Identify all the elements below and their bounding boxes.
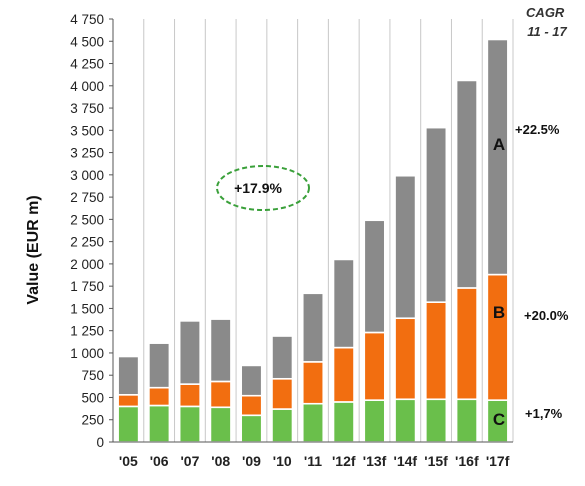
y-tick-label: 3 250: [70, 146, 104, 161]
bar-segment-a: [455, 79, 478, 289]
bar-segment-c: [178, 405, 201, 443]
x-tick-label: '16f: [455, 453, 479, 469]
bar-segment-a: [486, 38, 509, 276]
cagr-title: CAGR 11 - 17: [526, 5, 568, 39]
x-tick-label: '11: [304, 453, 322, 469]
y-tick-label: 1 750: [70, 279, 104, 294]
y-tick-label: 1 000: [70, 346, 104, 361]
bar-segment-b: [301, 361, 325, 405]
bar-segment-c: [425, 398, 448, 443]
bar-segment-c: [240, 414, 263, 443]
y-tick-label: 2 750: [70, 190, 104, 205]
bar-segment-c: [455, 398, 478, 443]
cagr-value-b: +20.0%: [524, 308, 569, 323]
y-tick-label: 0: [96, 435, 104, 450]
bar-segment-c: [148, 404, 171, 443]
segment-label-a: A: [493, 135, 505, 154]
y-tick-label: 4 250: [70, 57, 104, 72]
bar-segment-c: [363, 399, 386, 443]
x-axis-ticks: '05 '06 '07 '08 '09 '10 '11 '12f '13f '14f '15f '16…: [119, 453, 510, 469]
bar-segment-a: [117, 355, 140, 396]
callout-text: +17.9%: [234, 180, 282, 196]
cagr-title-line-2: 11 - 17: [527, 24, 567, 39]
bar-segment-c: [209, 406, 232, 443]
bar-segment-c: [394, 398, 417, 443]
x-tick-label: '17f: [486, 453, 510, 469]
bar-segment-a: [240, 364, 263, 397]
x-tick-label: '15f: [424, 453, 448, 469]
x-tick-label: '07: [180, 453, 199, 469]
y-tick-label: 3 750: [70, 101, 104, 116]
y-tick-label: 2 500: [70, 212, 104, 227]
bar-segment-b: [455, 287, 478, 401]
bar-segment-b: [240, 394, 263, 417]
x-tick-label: '13f: [363, 453, 387, 469]
bar-segment-a: [332, 258, 355, 349]
bar-segment-a: [301, 292, 325, 363]
bar-segment-a: [209, 318, 232, 383]
y-tick-label: 4 750: [70, 12, 104, 27]
y-tick-label: 750: [81, 368, 104, 383]
y-tick-label: 1 500: [70, 301, 104, 316]
y-tick-label: 2 250: [70, 235, 104, 250]
bar-segment-b: [486, 273, 509, 401]
segment-label-b: B: [493, 303, 505, 322]
bar-segment-c: [271, 408, 294, 443]
bar-segment-b: [148, 386, 171, 407]
y-axis-ticks: 0 250 500 750 1 000 1 250 1 500 1 750 2 000 2 250…: [70, 12, 113, 450]
grid-lines: [112, 19, 514, 442]
bar-segment-b: [332, 346, 355, 403]
bar-segment-a: [363, 219, 386, 334]
bar-segment-a: [178, 320, 201, 385]
y-tick-label: 3 500: [70, 123, 104, 138]
callout-ellipse: [216, 165, 310, 211]
bar-segment-c: [332, 401, 355, 443]
y-axis-label: Value (EUR m): [25, 195, 42, 304]
bar-segment-b: [363, 331, 386, 401]
x-tick-label: '08: [211, 453, 230, 469]
bar-segment-b: [178, 383, 201, 408]
bar-segment-b: [425, 301, 448, 401]
x-tick-label: '09: [242, 453, 261, 469]
bar-segment-b: [271, 377, 294, 410]
cagr-value-c: +1,7%: [525, 406, 563, 421]
x-tick-label: '05: [119, 453, 138, 469]
segment-label-c: C: [493, 410, 505, 429]
y-tick-label: 2 000: [70, 257, 104, 272]
cagr-value-a: +22.5%: [515, 122, 560, 137]
bar-segment-a: [394, 174, 417, 320]
y-tick-label: 1 250: [70, 324, 104, 339]
bar-segment-c: [301, 402, 325, 443]
x-tick-label: '10: [273, 453, 292, 469]
bar-segment-a: [425, 126, 448, 303]
cagr-title-line-1: CAGR: [526, 5, 565, 20]
bar-segment-b: [117, 394, 140, 408]
x-tick-label: '12f: [332, 453, 356, 469]
bar-segment-b: [394, 317, 417, 401]
bar-segment-a: [271, 335, 294, 380]
bar-segment-b: [209, 380, 232, 409]
y-tick-label: 250: [81, 413, 104, 428]
bar-segment-a: [148, 342, 171, 389]
bar-segment-c: [117, 405, 140, 443]
bars: [117, 38, 509, 443]
x-tick-label: '14f: [394, 453, 418, 469]
y-tick-label: 4 500: [70, 34, 104, 49]
x-tick-label: '06: [150, 453, 169, 469]
y-tick-label: 3 000: [70, 168, 104, 183]
y-tick-label: 500: [81, 390, 104, 405]
y-tick-label: 4 000: [70, 79, 104, 94]
